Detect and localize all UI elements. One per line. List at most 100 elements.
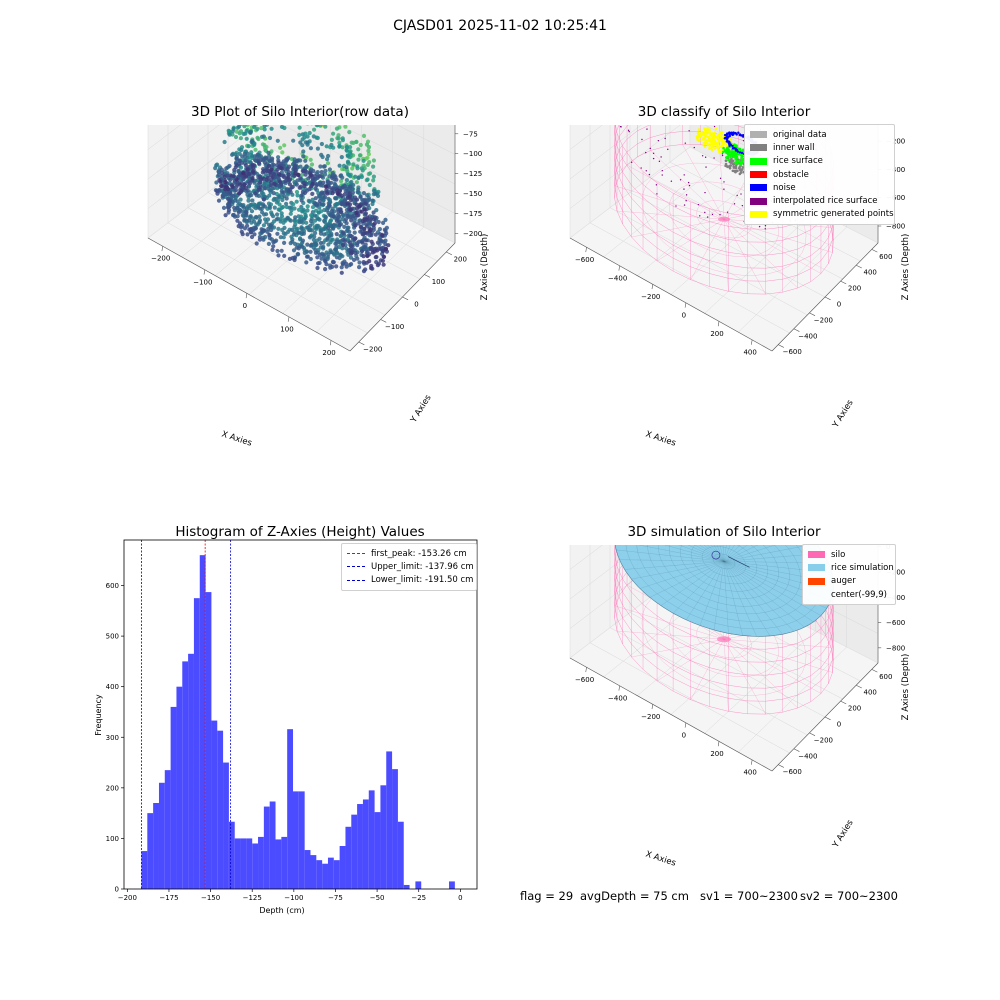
raw-data-point <box>365 155 370 160</box>
raw-data-point <box>359 209 364 214</box>
surface-mesh-spoke <box>713 561 725 631</box>
floor-center-mark <box>718 216 730 222</box>
y-axis-tick-label: 0 <box>414 301 418 309</box>
raw-data-point <box>381 220 386 225</box>
interpolated-point <box>627 129 630 132</box>
surface-mesh-ring <box>669 545 779 600</box>
auger-axis <box>727 556 750 568</box>
x-axis-tick-label: 0 <box>682 731 686 739</box>
symmetric-point <box>718 150 721 154</box>
raw-data-point <box>334 245 339 250</box>
raw-data-point <box>301 231 306 236</box>
raw-data-point <box>381 262 386 267</box>
raw-data-point <box>354 180 359 185</box>
inner-wall-point <box>732 166 736 169</box>
raw-data-point <box>322 164 327 169</box>
raw-data-point <box>271 191 276 196</box>
raw-data-point <box>302 183 307 189</box>
raw-data-point <box>357 265 362 270</box>
raw-data-point <box>297 125 302 130</box>
legend-swatch <box>750 210 767 218</box>
x-axis-tick-label: −400 <box>608 694 627 702</box>
symmetric-point <box>716 147 720 150</box>
raw-data-point <box>363 267 368 272</box>
raw-data-point <box>349 218 354 223</box>
raw-data-point <box>250 198 255 203</box>
histogram-bar <box>310 855 317 889</box>
raw-data-point <box>262 204 267 209</box>
x-axis-tick-label: 400 <box>743 768 756 776</box>
x-axis-tick <box>245 293 248 299</box>
raw-data-point <box>242 151 247 156</box>
x-axis-tick-label: −200 <box>151 255 170 263</box>
raw-data-point <box>349 198 354 203</box>
raw-data-point <box>327 203 332 208</box>
symmetric-point <box>698 128 701 131</box>
raw-data-point <box>242 182 247 187</box>
y-axis-tick <box>793 748 800 752</box>
raw-scatter-3d: −200−1000100200−200−10001002000−25−50−75… <box>147 125 490 449</box>
raw-data-point <box>367 259 372 264</box>
x-axis-tick <box>203 269 206 275</box>
raw-data-point <box>234 177 239 182</box>
raw-data-point <box>218 179 223 184</box>
inner-wall-point <box>734 170 737 174</box>
interpolated-point <box>679 179 682 181</box>
raw-data-point <box>298 164 303 169</box>
raw-data-point <box>255 135 260 140</box>
raw-data-point <box>365 177 370 182</box>
raw-data-point <box>308 256 313 262</box>
raw-data-point <box>298 176 303 181</box>
raw-data-point <box>292 241 298 246</box>
surface-mesh-spoke <box>660 561 725 606</box>
raw-data-point <box>267 135 273 141</box>
raw-data-point <box>296 207 302 212</box>
raw-data-point <box>224 166 229 171</box>
histogram-bar <box>333 860 340 889</box>
surface-mesh-spoke <box>703 545 725 562</box>
raw-data-point <box>366 195 371 200</box>
interpolated-point <box>704 156 707 158</box>
raw-data-point <box>311 168 316 174</box>
raw-data-point <box>294 189 300 195</box>
raw-data-point <box>237 221 243 226</box>
raw-data-point <box>323 184 328 189</box>
raw-data-point <box>253 225 258 230</box>
raw-data-point <box>321 244 326 249</box>
raw-data-point <box>239 147 244 153</box>
x-axis-tick <box>329 340 332 346</box>
raw-data-point <box>250 162 255 167</box>
raw-data-point <box>316 261 321 266</box>
raw-data-point <box>256 160 262 166</box>
panel2-title: 3D classify of Silo Interior <box>637 104 811 120</box>
y-axis-tick <box>446 251 452 256</box>
interpolated-point <box>628 130 630 133</box>
raw-data-point <box>304 164 309 169</box>
raw-data-point <box>384 231 389 236</box>
raw-data-point <box>347 194 352 199</box>
raw-data-point <box>361 158 366 163</box>
raw-data-point <box>227 198 233 203</box>
raw-data-point <box>325 236 330 241</box>
raw-data-point <box>222 139 227 145</box>
raw-data-point <box>344 221 349 226</box>
raw-data-point <box>335 212 341 217</box>
raw-data-point <box>248 214 253 219</box>
panel1-title: 3D Plot of Silo Interior(row data) <box>191 104 409 120</box>
raw-data-point <box>330 191 335 196</box>
raw-data-point <box>353 223 358 228</box>
raw-data-point <box>238 136 243 141</box>
raw-data-point <box>323 267 328 272</box>
z-axis-tick-label: −600 <box>886 194 905 202</box>
raw-data-point <box>288 211 293 216</box>
raw-data-point <box>342 183 347 188</box>
raw-data-point <box>293 167 298 172</box>
raw-data-point <box>301 207 306 212</box>
histogram-bar <box>368 790 375 889</box>
surface-mesh-spoke <box>723 561 743 636</box>
histogram-bar <box>193 598 200 889</box>
symmetric-point <box>709 134 713 137</box>
raw-data-point <box>304 220 309 225</box>
panel2-ylabel: Y Axies <box>830 398 856 431</box>
raw-data-point <box>373 232 378 237</box>
